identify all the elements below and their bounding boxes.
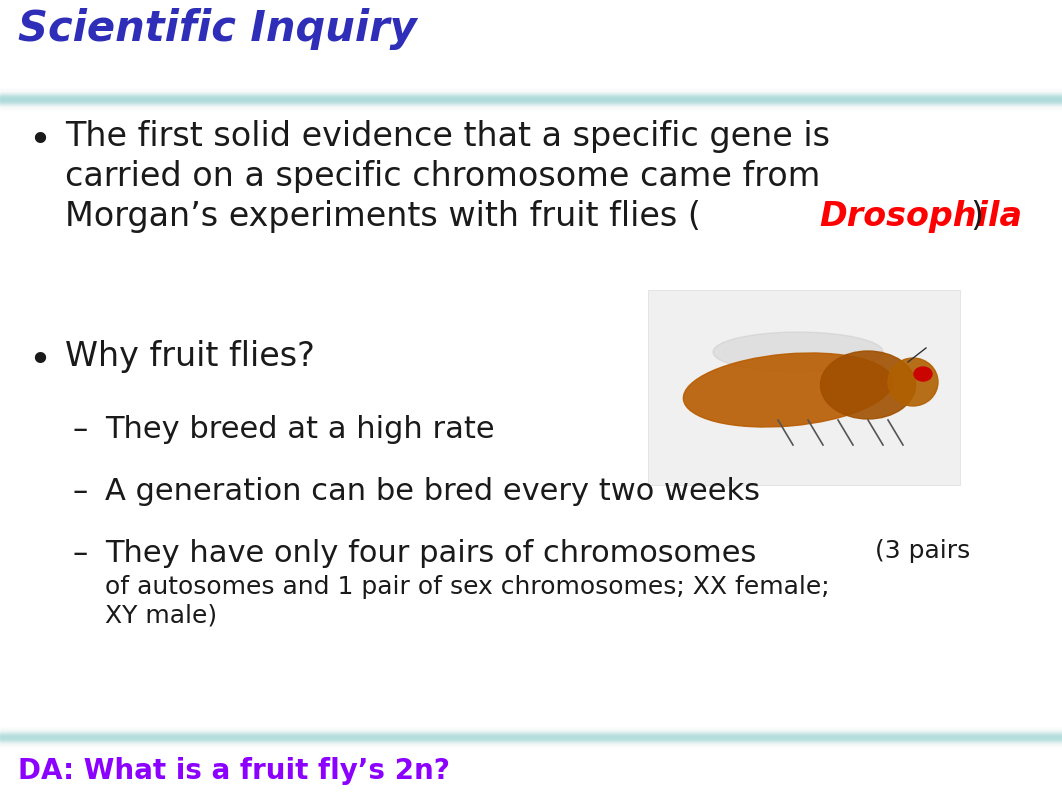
- Bar: [0, 94, 1062, 95]
- Bar: [0, 101, 1062, 102]
- Bar: [0, 737, 1062, 738]
- Bar: [0, 736, 1062, 737]
- Bar: [0, 744, 1062, 745]
- Text: XY male): XY male): [105, 603, 217, 627]
- Bar: [0, 108, 1062, 109]
- Bar: [0, 727, 1062, 728]
- Bar: [0, 97, 1062, 98]
- Text: Morgan’s experiments with fruit flies (: Morgan’s experiments with fruit flies (: [65, 200, 701, 233]
- Bar: [0, 109, 1062, 110]
- Ellipse shape: [888, 358, 938, 406]
- Text: DA: What is a fruit fly’s 2n?: DA: What is a fruit fly’s 2n?: [18, 757, 450, 785]
- Bar: [0, 93, 1062, 94]
- Text: carried on a specific chromosome came from: carried on a specific chromosome came fr…: [65, 160, 820, 193]
- Text: They have only four pairs of chromosomes: They have only four pairs of chromosomes: [105, 539, 766, 568]
- Text: Scientific Inquiry: Scientific Inquiry: [18, 8, 416, 50]
- Bar: [0, 745, 1062, 746]
- Ellipse shape: [683, 353, 893, 427]
- Bar: [0, 746, 1062, 747]
- Bar: [0, 89, 1062, 90]
- Ellipse shape: [821, 351, 915, 419]
- Bar: [0, 735, 1062, 736]
- Bar: [0, 96, 1062, 97]
- Bar: [0, 739, 1062, 740]
- Bar: [0, 728, 1062, 729]
- Text: of autosomes and 1 pair of sex chromosomes; XX female;: of autosomes and 1 pair of sex chromosom…: [105, 575, 829, 599]
- Bar: [0, 729, 1062, 730]
- Bar: [0, 99, 1062, 100]
- Bar: [0, 747, 1062, 748]
- Bar: [0, 102, 1062, 103]
- Bar: [0, 92, 1062, 93]
- Bar: [0, 740, 1062, 741]
- Bar: [0, 91, 1062, 92]
- Text: Drosophila: Drosophila: [819, 200, 1022, 233]
- Bar: [0, 103, 1062, 104]
- Bar: [0, 741, 1062, 742]
- Text: A generation can be bred every two weeks: A generation can be bred every two weeks: [105, 477, 760, 506]
- Text: •: •: [28, 122, 51, 160]
- Text: –: –: [72, 477, 87, 506]
- Text: (3 pairs: (3 pairs: [875, 539, 971, 563]
- Text: The first solid evidence that a specific gene is: The first solid evidence that a specific…: [65, 120, 830, 153]
- Bar: [0, 734, 1062, 735]
- Bar: [0, 104, 1062, 105]
- Bar: [0, 730, 1062, 731]
- Ellipse shape: [713, 332, 883, 372]
- Bar: [0, 98, 1062, 99]
- Text: •: •: [28, 342, 51, 380]
- Text: –: –: [72, 415, 87, 444]
- Bar: [0, 95, 1062, 96]
- Bar: [0, 742, 1062, 743]
- Text: ): ): [971, 200, 983, 233]
- Text: They breed at a high rate: They breed at a high rate: [105, 415, 495, 444]
- Bar: [0, 107, 1062, 108]
- Bar: [0, 726, 1062, 727]
- Bar: [0, 738, 1062, 739]
- Text: –: –: [72, 539, 87, 568]
- Bar: [0, 733, 1062, 734]
- Bar: [0, 105, 1062, 106]
- Text: Why fruit flies?: Why fruit flies?: [65, 340, 314, 373]
- Bar: [0, 88, 1062, 89]
- Bar: [0, 743, 1062, 744]
- Bar: [0, 100, 1062, 101]
- Bar: [0, 732, 1062, 733]
- Bar: [0, 106, 1062, 107]
- Bar: [0, 90, 1062, 91]
- Bar: [0, 731, 1062, 732]
- Ellipse shape: [914, 367, 932, 381]
- Bar: [648, 290, 960, 485]
